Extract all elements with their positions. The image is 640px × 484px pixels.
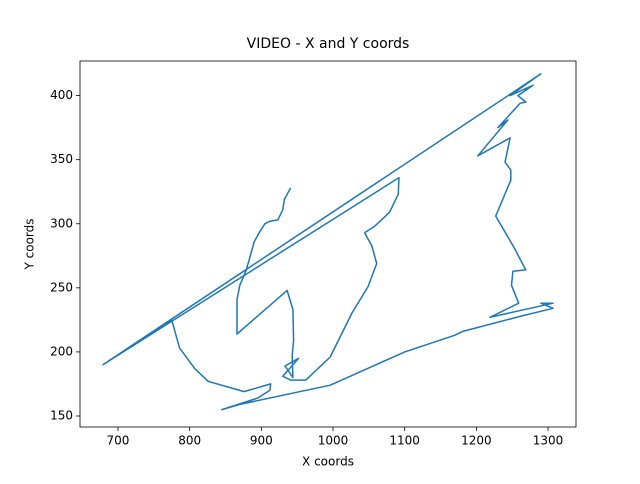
- x-tick-label: 800: [178, 434, 201, 448]
- x-tick-label: 1200: [461, 434, 492, 448]
- y-tick-label: 150: [50, 408, 73, 422]
- x-tick-label: 1100: [389, 434, 420, 448]
- x-tick-label: 700: [107, 434, 130, 448]
- x-tick-label: 1300: [533, 434, 564, 448]
- y-tick-label: 300: [50, 216, 73, 230]
- y-tick-label: 400: [50, 88, 73, 102]
- plot-frame: [79, 60, 577, 428]
- x-tick-label: 900: [250, 434, 273, 448]
- x-tick-label: 1000: [318, 434, 349, 448]
- y-tick-label: 350: [50, 152, 73, 166]
- y-tick-label: 200: [50, 344, 73, 358]
- data-line: [102, 73, 554, 411]
- chart-title: VIDEO - X and Y coords: [247, 36, 410, 52]
- y-tick-label: 250: [50, 280, 73, 294]
- x-axis-label: X coords: [302, 455, 354, 469]
- y-axis-label: Y coords: [23, 218, 37, 270]
